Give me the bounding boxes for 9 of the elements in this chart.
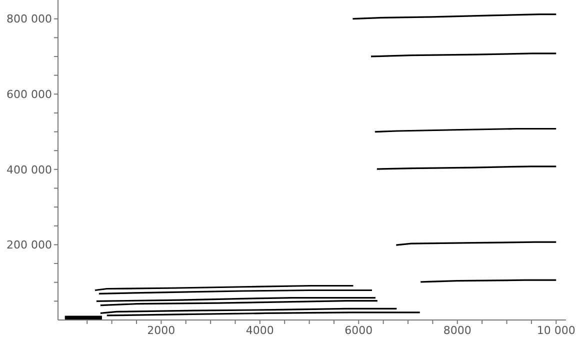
x-tick-label: 4000	[246, 324, 274, 337]
x-tick-label: 8000	[443, 324, 472, 337]
y-tick-label: 800 000	[6, 12, 52, 26]
y-tick-label: 200 000	[6, 238, 52, 252]
x-tick-label: 2000	[147, 324, 176, 337]
y-tick-label: 400 000	[6, 163, 52, 176]
y-tick-label: 600 000	[6, 88, 52, 102]
x-tick-label: 6000	[344, 324, 373, 337]
x-tick-label: 10 000	[536, 324, 576, 337]
